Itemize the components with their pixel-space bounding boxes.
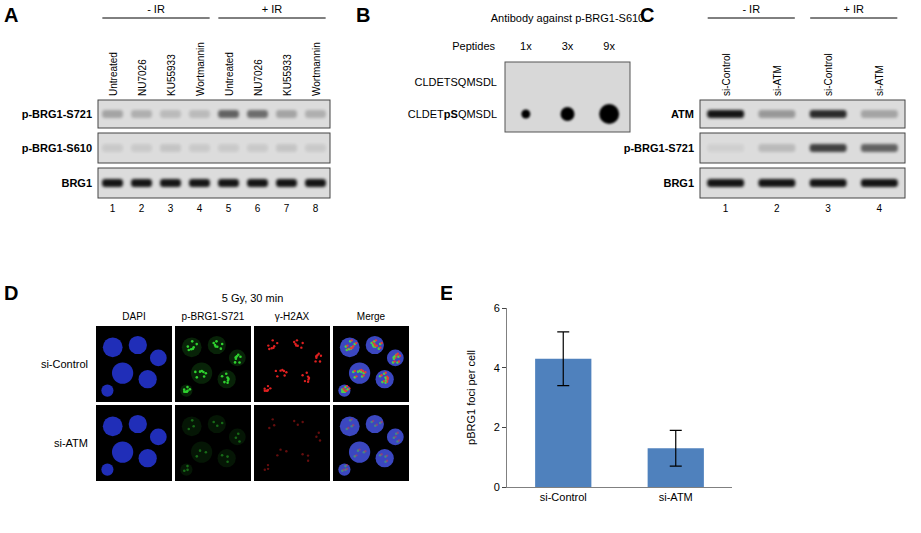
svg-text:7: 7	[284, 203, 290, 214]
svg-text:E: E	[440, 282, 453, 304]
svg-text:3: 3	[825, 203, 831, 214]
svg-text:1: 1	[723, 203, 729, 214]
svg-text:Wortmannin: Wortmannin	[195, 42, 206, 96]
svg-text:si-ATM: si-ATM	[772, 65, 783, 96]
svg-text:2: 2	[139, 203, 145, 214]
svg-text:6: 6	[494, 302, 500, 314]
svg-text:CLDETpSQMSDL: CLDETpSQMSDL	[408, 108, 497, 120]
svg-text:si-Control: si-Control	[721, 53, 732, 96]
svg-text:0: 0	[494, 481, 500, 493]
svg-text:5 Gy, 30 min: 5 Gy, 30 min	[222, 292, 284, 304]
svg-text:ATM: ATM	[671, 108, 694, 120]
svg-text:- IR: - IR	[147, 3, 165, 15]
svg-text:6: 6	[255, 203, 261, 214]
svg-text:p-BRG1-S721: p-BRG1-S721	[624, 142, 694, 154]
svg-text:p-BRG1-S721: p-BRG1-S721	[182, 311, 245, 322]
svg-text:2: 2	[774, 203, 780, 214]
svg-text:si-Control: si-Control	[540, 491, 587, 503]
svg-text:D: D	[4, 282, 18, 304]
svg-text:4: 4	[877, 203, 883, 214]
svg-text:C: C	[640, 4, 655, 26]
svg-text:p-BRG1-S610: p-BRG1-S610	[22, 142, 92, 154]
svg-text:B: B	[356, 4, 370, 26]
svg-text:KU55933: KU55933	[166, 54, 177, 96]
svg-text:- IR: - IR	[742, 3, 760, 15]
svg-text:si-ATM: si-ATM	[659, 491, 693, 503]
svg-text:pBRG1 foci per cell: pBRG1 foci per cell	[465, 350, 477, 445]
svg-text:Wortmannin: Wortmannin	[311, 42, 322, 96]
svg-text:Peptides: Peptides	[452, 40, 495, 52]
svg-text:NU7026: NU7026	[137, 59, 148, 96]
svg-text:8: 8	[313, 203, 319, 214]
svg-text:BRG1: BRG1	[61, 177, 92, 189]
svg-text:si-ATM: si-ATM	[54, 437, 88, 449]
svg-text:1x: 1x	[520, 40, 532, 52]
svg-text:1: 1	[110, 203, 116, 214]
svg-text:CLDETSQMSDL: CLDETSQMSDL	[414, 76, 497, 88]
svg-text:NU7026: NU7026	[253, 59, 264, 96]
svg-text:γ-H2AX: γ-H2AX	[275, 311, 310, 322]
svg-text:si-ATM: si-ATM	[874, 65, 885, 96]
svg-text:4: 4	[197, 203, 203, 214]
svg-text:3: 3	[168, 203, 174, 214]
svg-text:+ IR: + IR	[262, 3, 283, 15]
svg-text:9x: 9x	[603, 40, 615, 52]
svg-text:A: A	[4, 4, 18, 26]
svg-text:4: 4	[494, 362, 500, 374]
svg-text:si-Control: si-Control	[41, 358, 88, 370]
svg-text:si-Control: si-Control	[823, 53, 834, 96]
svg-text:KU55933: KU55933	[282, 54, 293, 96]
svg-text:Untreated: Untreated	[108, 52, 119, 96]
svg-text:Merge: Merge	[357, 311, 386, 322]
svg-text:+ IR: + IR	[844, 3, 865, 15]
svg-text:3x: 3x	[562, 40, 574, 52]
svg-text:5: 5	[226, 203, 232, 214]
svg-text:BRG1: BRG1	[663, 177, 694, 189]
svg-text:Untreated: Untreated	[224, 52, 235, 96]
svg-text:2: 2	[494, 421, 500, 433]
svg-text:DAPI: DAPI	[122, 311, 145, 322]
svg-text:Antibody against p-BRG1-S610: Antibody against p-BRG1-S610	[491, 12, 644, 24]
svg-text:p-BRG1-S721: p-BRG1-S721	[22, 108, 92, 120]
